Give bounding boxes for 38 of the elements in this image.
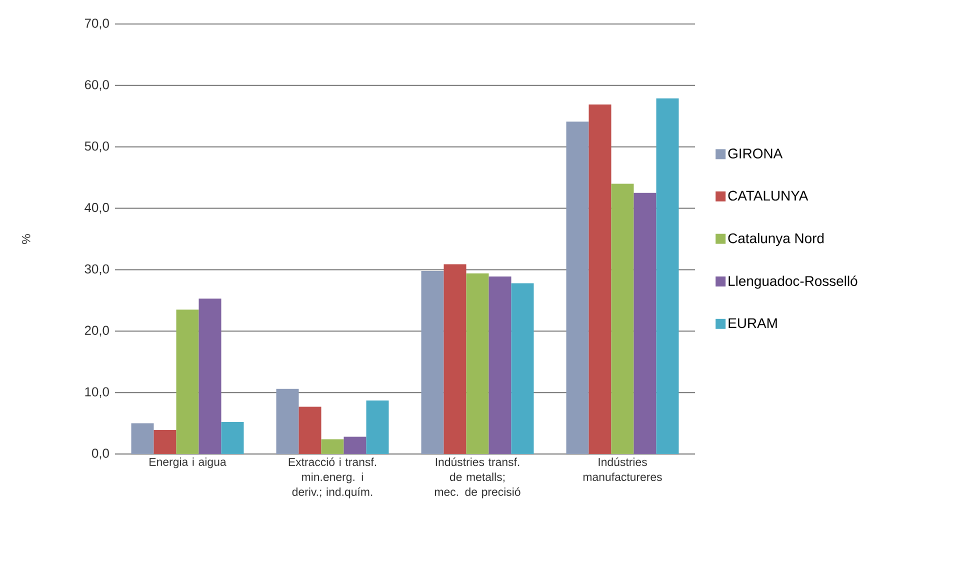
bar: [444, 264, 466, 454]
bar: [276, 388, 299, 454]
legend-label: GIRONA: [728, 148, 783, 158]
legend-label: Catalunya Nord: [728, 233, 824, 246]
bar: [154, 430, 176, 454]
legend-label: Llenguadoc-Rosselló: [728, 276, 858, 289]
y-tick-label: 40,0: [84, 202, 109, 214]
bar: [198, 298, 222, 454]
y-tick-label: 50,0: [84, 142, 109, 152]
x-tick-label: Indústries transf. de metalls; mec. de precisió: [434, 458, 520, 498]
bar: [566, 122, 589, 454]
bar: [321, 439, 344, 454]
y-tick-label: 0,0: [92, 448, 109, 460]
bar: [656, 98, 679, 454]
y-tick-label: 70,0: [84, 18, 109, 30]
bar: [466, 273, 489, 454]
y-tick-label: 20,0: [84, 326, 109, 336]
x-tick-label: Extracció i transf. min.energ. i deriv.; ind.quím.: [288, 458, 376, 498]
bar: [511, 283, 534, 454]
bar: [131, 423, 154, 454]
bar: [488, 276, 512, 454]
y-tick-label: 60,0: [84, 80, 109, 91]
x-tick-label: Energia i aigua: [150, 458, 226, 468]
x-tick-label: Indústries manufactureres: [583, 458, 662, 482]
bar: [634, 192, 656, 454]
bar: [344, 436, 366, 454]
bar: [366, 400, 389, 454]
legend-label: EURAM: [728, 318, 777, 328]
bar: [176, 310, 199, 454]
bar: [298, 406, 322, 454]
legend-label: CATALUNYA: [728, 190, 808, 201]
bar: [588, 104, 612, 454]
bar: [421, 270, 444, 454]
y-tick-label: 30,0: [84, 264, 109, 276]
y-axis-title: %: [22, 234, 30, 244]
y-tick-label: 10,0: [85, 387, 109, 398]
bar: [611, 184, 634, 454]
bar: [221, 422, 244, 454]
